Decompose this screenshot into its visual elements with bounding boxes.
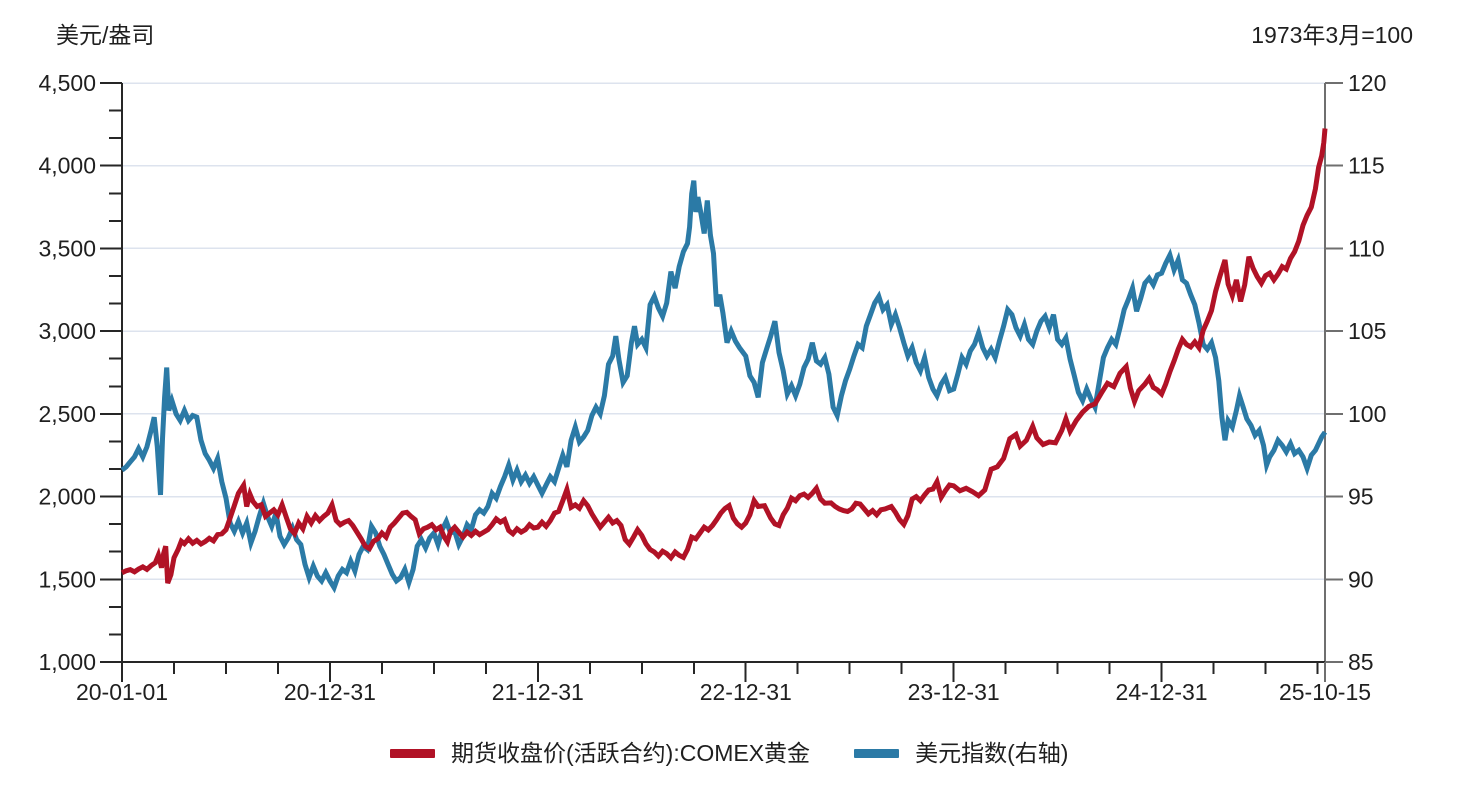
legend-label-gold-line: 期货收盘价(活跃合约):COMEX黄金 [451,740,811,766]
left-axis-title: 美元/盎司 [56,22,155,48]
right-axis-title: 1973年3月=100 [1251,22,1413,48]
svg-text:22-12-31: 22-12-31 [700,679,792,705]
svg-text:105: 105 [1348,318,1386,344]
svg-text:21-12-31: 21-12-31 [492,679,584,705]
svg-text:110: 110 [1348,235,1385,261]
bottom-axis [121,661,1326,682]
svg-text:2,500: 2,500 [38,401,96,427]
svg-text:1,500: 1,500 [38,566,96,592]
left-axis-labels: 1,000 1,500 2,000 2,500 3,000 3,500 4,000 4,500 [38,70,96,675]
svg-text:3,000: 3,000 [38,318,96,344]
svg-text:120: 120 [1348,70,1386,96]
usd-index-line [120,180,1328,594]
svg-text:85: 85 [1348,649,1374,675]
right-axis [1324,82,1343,663]
legend-label-usd-index-line: 美元指数(右轴) [915,740,1069,766]
legend: 期货收盘价(活跃合约):COMEX黄金 美元指数(右轴) [390,740,1068,766]
x-axis-labels: 20-01-01 20-12-31 21-12-31 22-12-31 23-12-31… [76,679,1371,705]
legend-swatch-gold-line [390,748,435,758]
svg-text:24-12-31: 24-12-31 [1116,679,1208,705]
right-axis-labels: 85 90 95 100 105 110 115 120 [1348,70,1386,675]
svg-text:4,500: 4,500 [38,70,96,96]
gold-price-line [120,128,1328,584]
svg-text:20-01-01: 20-01-01 [76,679,168,705]
svg-text:25-10-15: 25-10-15 [1279,679,1371,705]
svg-text:4,000: 4,000 [38,153,96,179]
svg-text:115: 115 [1348,153,1385,179]
svg-text:1,000: 1,000 [38,649,96,675]
svg-text:95: 95 [1348,484,1374,510]
left-axis [100,82,123,663]
svg-text:2,000: 2,000 [38,484,96,510]
legend-swatch-usd-index-line [854,748,900,758]
svg-text:23-12-31: 23-12-31 [908,679,1000,705]
svg-text:100: 100 [1348,401,1386,427]
svg-text:3,500: 3,500 [38,235,96,261]
svg-text:90: 90 [1348,566,1374,592]
svg-text:20-12-31: 20-12-31 [284,679,376,705]
